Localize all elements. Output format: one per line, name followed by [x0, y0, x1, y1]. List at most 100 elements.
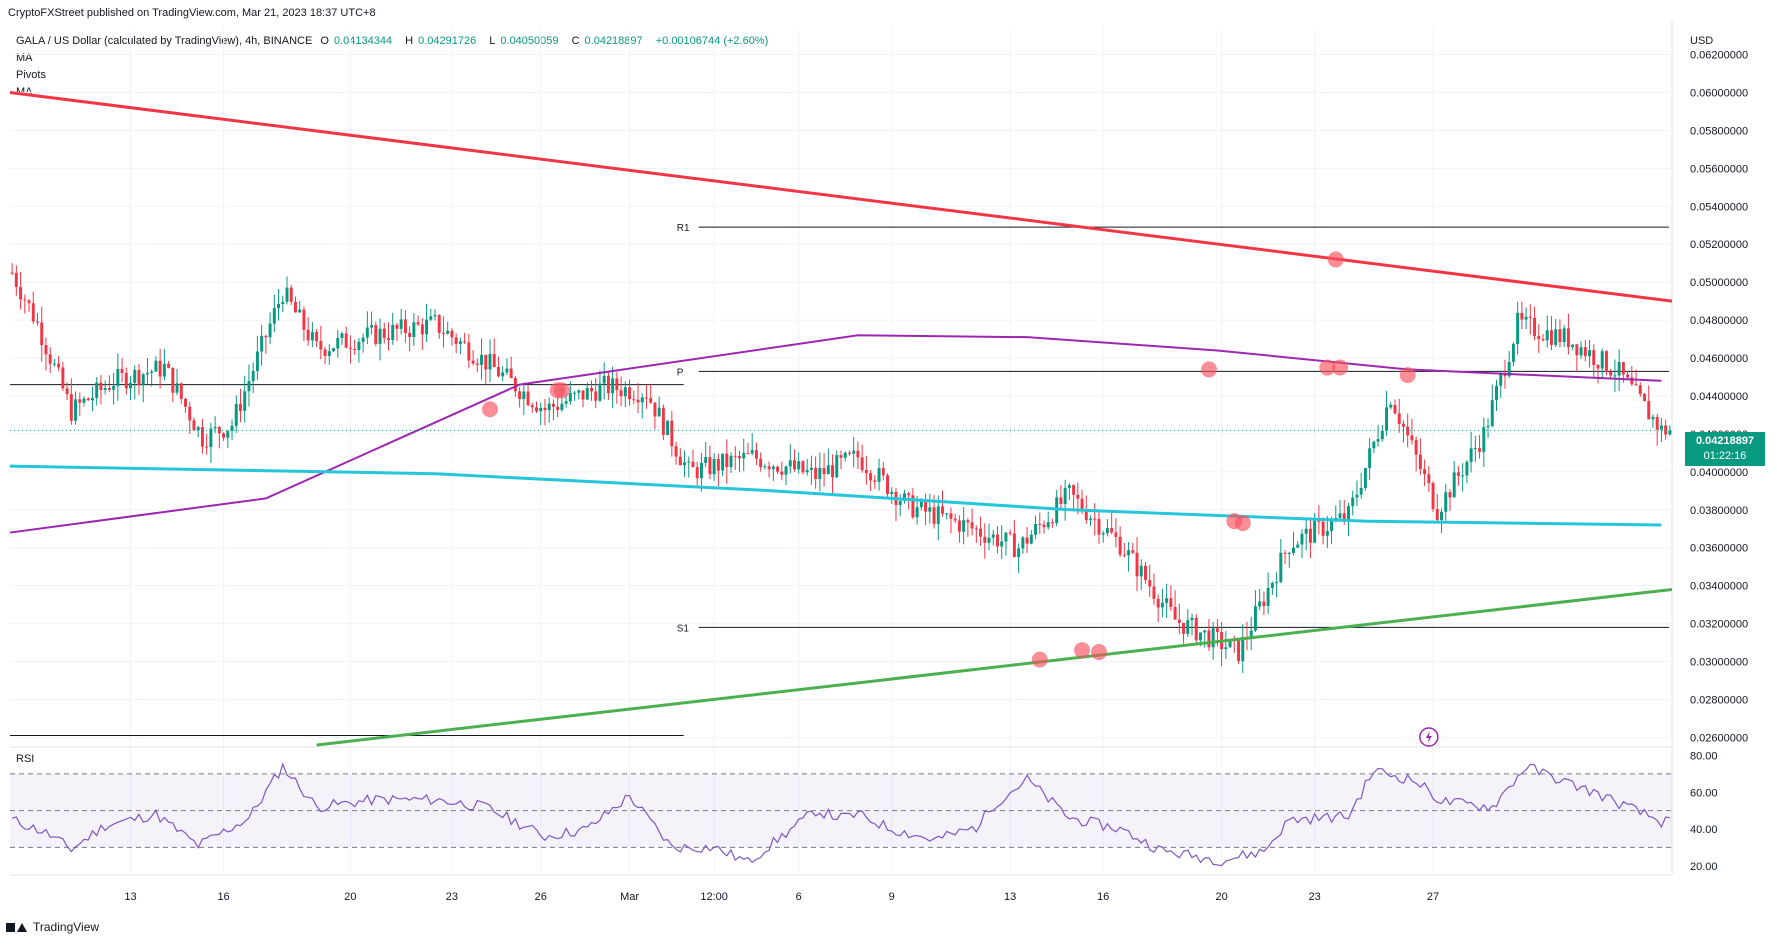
- candle-body: [395, 324, 399, 329]
- candle-body: [353, 348, 357, 351]
- candle-body: [843, 452, 847, 458]
- candle-body: [949, 513, 953, 519]
- candle-body: [344, 333, 348, 348]
- candle-body: [1000, 541, 1004, 547]
- candle-body: [226, 430, 230, 438]
- candle-body: [1368, 448, 1372, 469]
- candle-body: [1190, 617, 1194, 621]
- footer-brand[interactable]: TradingView: [6, 920, 99, 934]
- candle-body: [535, 407, 538, 412]
- candle-body: [742, 453, 746, 459]
- touch-marker: [1200, 361, 1217, 378]
- candle-body: [1545, 330, 1549, 341]
- candle-body: [141, 374, 145, 386]
- candle-body: [623, 387, 627, 397]
- candle-body: [1659, 425, 1663, 430]
- candle-body: [1638, 385, 1642, 395]
- candle-body: [1461, 475, 1465, 477]
- candle-body: [628, 387, 632, 400]
- candle-body: [52, 363, 56, 365]
- candle-body: [348, 347, 352, 349]
- candle-body: [847, 452, 851, 454]
- candle-body: [1562, 328, 1566, 343]
- candle-body: [200, 427, 204, 447]
- candle-body: [1215, 628, 1219, 633]
- candle-body: [1549, 330, 1553, 345]
- candle-body: [467, 342, 471, 361]
- candle-body: [1427, 474, 1431, 484]
- candle-body: [699, 462, 703, 479]
- candle-body: [1097, 518, 1101, 535]
- candle-body: [513, 378, 517, 392]
- candle-body: [230, 425, 234, 431]
- candle-body: [69, 394, 73, 421]
- rsi-tick-label: 60.00: [1690, 787, 1718, 799]
- candle-body: [264, 335, 268, 338]
- touch-marker: [1234, 515, 1251, 532]
- candle-body: [1583, 347, 1587, 357]
- y-tick-label: 0.05000000: [1690, 277, 1748, 289]
- candle-body: [585, 387, 589, 400]
- indicator-pivots[interactable]: Pivots: [16, 69, 46, 81]
- candle-body: [1105, 528, 1109, 534]
- candle-body: [1017, 548, 1021, 558]
- candle-body: [864, 470, 868, 474]
- candle-body: [162, 363, 166, 377]
- candle-body: [712, 459, 716, 475]
- candle-body: [1262, 601, 1266, 607]
- symbol-title[interactable]: GALA / US Dollar (calculated by TradingV…: [16, 35, 313, 47]
- candle-body: [65, 388, 69, 395]
- candle-body: [784, 466, 788, 475]
- candle-body: [145, 372, 149, 375]
- candle-body: [319, 341, 323, 350]
- candle-body: [1630, 377, 1634, 385]
- candle-body: [1330, 520, 1334, 532]
- candle-body: [602, 375, 606, 384]
- y-tick-label: 0.04600000: [1690, 353, 1748, 365]
- last-price-label: 0.04218897 01:22:16: [1685, 432, 1765, 466]
- candle-body: [1444, 492, 1448, 512]
- touch-marker: [1090, 644, 1107, 661]
- candle-body: [1456, 472, 1460, 476]
- candle-body: [974, 528, 978, 530]
- candle-body: [437, 315, 441, 333]
- y-tick-label: 0.04800000: [1690, 315, 1748, 327]
- candle-body: [1122, 554, 1126, 556]
- candle-body: [590, 387, 593, 392]
- candle-body: [306, 329, 310, 341]
- candle-body: [357, 341, 361, 351]
- candle-body: [23, 299, 27, 301]
- candle-body: [196, 427, 200, 431]
- candle-body: [907, 493, 911, 496]
- candle-body: [1566, 328, 1570, 347]
- candle-body: [1621, 362, 1625, 375]
- candle-body: [1486, 425, 1490, 428]
- candle-body: [831, 465, 835, 478]
- candle-body: [771, 466, 775, 470]
- resistance-trendline: [9, 91, 1673, 303]
- candle-body: [797, 461, 801, 470]
- x-tick-label: 20: [1215, 891, 1227, 903]
- candle-body: [1034, 523, 1038, 535]
- rsi-line: [11, 762, 1670, 867]
- rsi-tick-label: 80.00: [1690, 751, 1718, 763]
- candle-body: [158, 360, 162, 377]
- candle-body: [1114, 532, 1118, 537]
- candle-body: [877, 468, 881, 482]
- candle-body: [657, 407, 661, 417]
- candle-body: [484, 354, 488, 370]
- candle-body: [932, 507, 936, 524]
- candle-body: [1554, 329, 1558, 345]
- candle-body: [666, 420, 670, 436]
- candle-body: [124, 372, 128, 389]
- candle-body: [767, 466, 771, 470]
- candle-body: [416, 322, 420, 325]
- low-label: L: [489, 35, 496, 47]
- candle-body: [1575, 344, 1579, 356]
- open-value: 0.04134344: [333, 35, 393, 47]
- candle-body: [1469, 448, 1473, 462]
- candle-body: [14, 272, 18, 288]
- candle-body: [1511, 344, 1515, 362]
- candle-body: [120, 369, 124, 373]
